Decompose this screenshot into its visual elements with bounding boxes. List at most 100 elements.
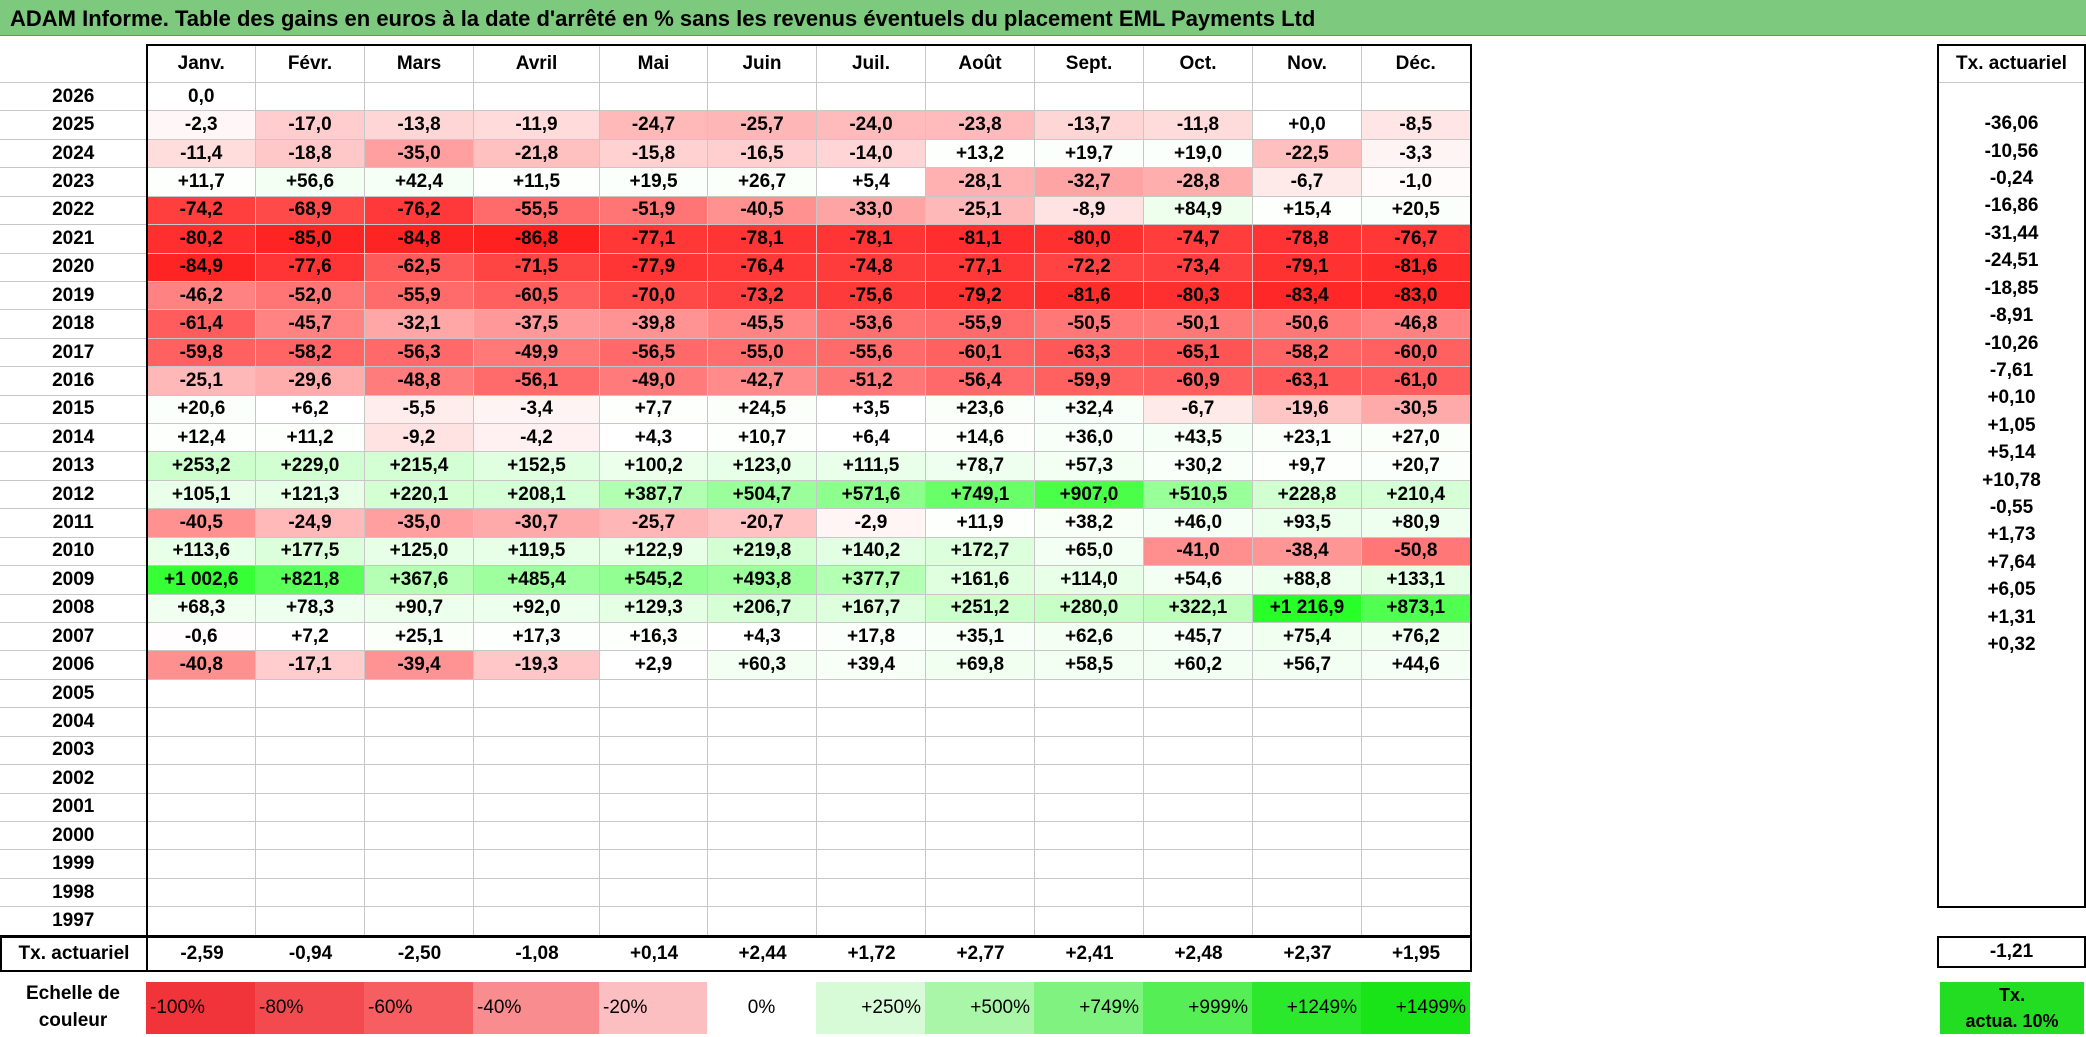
value-cell[interactable] bbox=[816, 792, 926, 822]
value-cell[interactable]: +36,0 bbox=[1034, 423, 1144, 453]
annual-rate-cell[interactable]: +1,73 bbox=[1937, 521, 2086, 550]
value-cell[interactable]: -59,8 bbox=[146, 337, 256, 368]
value-cell[interactable]: +60,3 bbox=[707, 650, 817, 680]
value-cell[interactable]: +19,0 bbox=[1143, 138, 1253, 169]
value-cell[interactable]: +4,3 bbox=[707, 622, 817, 652]
value-cell[interactable]: -42,7 bbox=[707, 366, 817, 396]
value-cell[interactable]: +19,7 bbox=[1034, 138, 1144, 169]
value-cell[interactable]: -28,1 bbox=[925, 167, 1035, 197]
value-cell[interactable]: +80,9 bbox=[1361, 508, 1472, 538]
value-cell[interactable]: +114,0 bbox=[1034, 565, 1144, 595]
value-cell[interactable] bbox=[816, 735, 926, 766]
value-cell[interactable]: +32,4 bbox=[1034, 394, 1144, 425]
value-cell[interactable] bbox=[707, 707, 817, 737]
value-cell[interactable] bbox=[1034, 735, 1144, 766]
value-cell[interactable] bbox=[1034, 906, 1144, 937]
value-cell[interactable] bbox=[707, 906, 817, 937]
value-cell[interactable]: -51,2 bbox=[816, 366, 926, 396]
value-cell[interactable] bbox=[364, 678, 474, 709]
value-cell[interactable]: -76,2 bbox=[364, 195, 474, 226]
value-cell[interactable]: +25,1 bbox=[364, 622, 474, 652]
annual-rate-cell[interactable] bbox=[1937, 850, 2086, 879]
value-cell[interactable]: +93,5 bbox=[1252, 508, 1362, 538]
annual-rate-cell[interactable]: +1,05 bbox=[1937, 412, 2086, 440]
value-cell[interactable] bbox=[925, 792, 1035, 822]
value-cell[interactable]: -23,8 bbox=[925, 110, 1035, 140]
value-cell[interactable]: +4,3 bbox=[599, 423, 708, 453]
annual-rate-cell[interactable]: +6,05 bbox=[1937, 576, 2086, 605]
footer-rate-cell[interactable]: +2,37 bbox=[1253, 936, 1362, 972]
value-cell[interactable]: +493,8 bbox=[707, 565, 817, 595]
value-cell[interactable]: -28,8 bbox=[1143, 167, 1253, 197]
value-cell[interactable]: -19,6 bbox=[1252, 394, 1362, 425]
value-cell[interactable]: +7,7 bbox=[599, 394, 708, 425]
annual-rate-cell[interactable] bbox=[1937, 658, 2086, 687]
value-cell[interactable]: -45,7 bbox=[255, 309, 365, 339]
annual-rate-cell[interactable]: -18,85 bbox=[1937, 274, 2086, 303]
value-cell[interactable]: +60,2 bbox=[1143, 650, 1253, 680]
value-cell[interactable] bbox=[1361, 81, 1472, 112]
value-cell[interactable]: +13,2 bbox=[925, 138, 1035, 169]
value-cell[interactable]: +367,6 bbox=[364, 565, 474, 595]
value-cell[interactable]: -78,1 bbox=[816, 224, 926, 254]
value-cell[interactable]: -86,8 bbox=[473, 224, 600, 254]
value-cell[interactable] bbox=[816, 678, 926, 709]
value-cell[interactable]: +111,5 bbox=[816, 451, 926, 481]
value-cell[interactable]: +545,2 bbox=[599, 565, 708, 595]
value-cell[interactable] bbox=[599, 707, 708, 737]
value-cell[interactable] bbox=[146, 820, 256, 851]
annual-rate-cell[interactable]: -0,24 bbox=[1937, 165, 2086, 193]
value-cell[interactable]: -74,8 bbox=[816, 252, 926, 282]
value-cell[interactable]: +907,0 bbox=[1034, 479, 1144, 510]
value-cell[interactable] bbox=[816, 877, 926, 908]
value-cell[interactable] bbox=[816, 820, 926, 851]
value-cell[interactable]: -53,6 bbox=[816, 309, 926, 339]
value-cell[interactable]: +11,9 bbox=[925, 508, 1035, 538]
value-cell[interactable] bbox=[1143, 877, 1253, 908]
value-cell[interactable] bbox=[1143, 849, 1253, 879]
value-cell[interactable]: -24,0 bbox=[816, 110, 926, 140]
annual-rate-cell[interactable] bbox=[1937, 823, 2086, 851]
value-cell[interactable]: +11,5 bbox=[473, 167, 600, 197]
value-cell[interactable]: -14,0 bbox=[816, 138, 926, 169]
value-cell[interactable]: +84,9 bbox=[1143, 195, 1253, 226]
value-cell[interactable] bbox=[146, 792, 256, 822]
value-cell[interactable] bbox=[146, 906, 256, 937]
value-cell[interactable]: +69,8 bbox=[925, 650, 1035, 680]
value-cell[interactable] bbox=[925, 906, 1035, 937]
value-cell[interactable]: +9,7 bbox=[1252, 451, 1362, 481]
value-cell[interactable]: +210,4 bbox=[1361, 479, 1472, 510]
value-cell[interactable] bbox=[473, 707, 600, 737]
value-cell[interactable]: -22,5 bbox=[1252, 138, 1362, 169]
value-cell[interactable]: +20,5 bbox=[1361, 195, 1472, 226]
value-cell[interactable]: -35,0 bbox=[364, 508, 474, 538]
value-cell[interactable]: +17,3 bbox=[473, 622, 600, 652]
value-cell[interactable]: +5,4 bbox=[816, 167, 926, 197]
value-cell[interactable]: +20,6 bbox=[146, 394, 256, 425]
value-cell[interactable] bbox=[599, 877, 708, 908]
value-cell[interactable]: -63,3 bbox=[1034, 337, 1144, 368]
value-cell[interactable]: -17,1 bbox=[255, 650, 365, 680]
value-cell[interactable]: -55,9 bbox=[925, 309, 1035, 339]
value-cell[interactable]: +322,1 bbox=[1143, 593, 1253, 624]
value-cell[interactable]: -59,9 bbox=[1034, 366, 1144, 396]
value-cell[interactable] bbox=[1252, 792, 1362, 822]
value-cell[interactable] bbox=[1034, 792, 1144, 822]
value-cell[interactable]: -9,2 bbox=[364, 423, 474, 453]
value-cell[interactable] bbox=[146, 764, 256, 794]
value-cell[interactable] bbox=[1034, 81, 1144, 112]
value-cell[interactable]: +123,0 bbox=[707, 451, 817, 481]
value-cell[interactable]: +571,6 bbox=[816, 479, 926, 510]
value-cell[interactable] bbox=[255, 820, 365, 851]
value-cell[interactable]: -60,5 bbox=[473, 280, 600, 311]
value-cell[interactable]: -77,1 bbox=[925, 252, 1035, 282]
value-cell[interactable] bbox=[1252, 764, 1362, 794]
annual-rate-cell[interactable]: +10,78 bbox=[1937, 466, 2086, 495]
value-cell[interactable] bbox=[816, 707, 926, 737]
value-cell[interactable] bbox=[146, 877, 256, 908]
value-cell[interactable] bbox=[925, 678, 1035, 709]
value-cell[interactable]: -56,4 bbox=[925, 366, 1035, 396]
value-cell[interactable] bbox=[364, 906, 474, 937]
value-cell[interactable]: -77,1 bbox=[599, 224, 708, 254]
value-cell[interactable]: -74,2 bbox=[146, 195, 256, 226]
